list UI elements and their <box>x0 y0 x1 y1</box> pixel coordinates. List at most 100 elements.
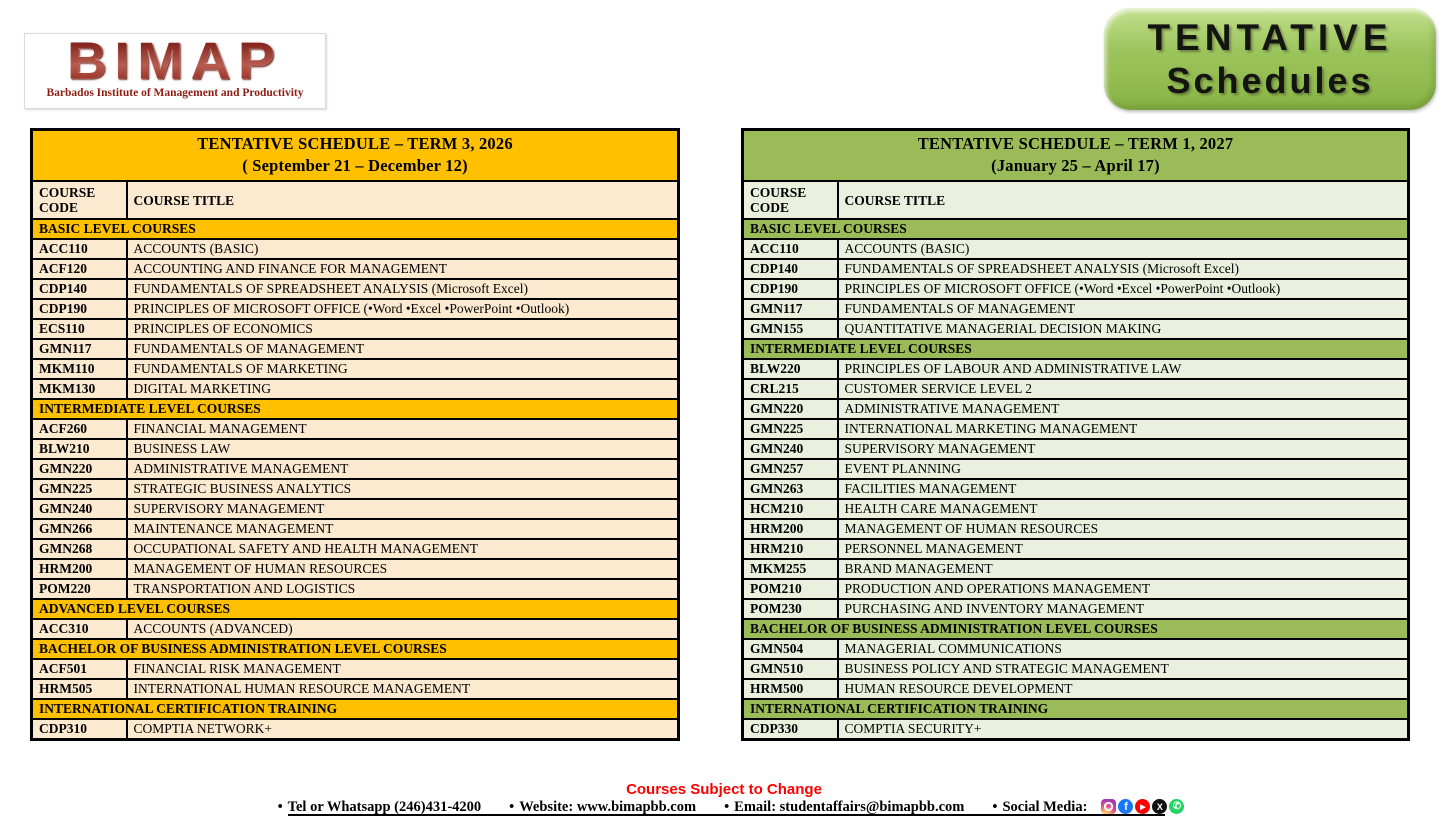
section-header-cell: INTERNATIONAL CERTIFICATION TRAINING <box>741 698 1410 720</box>
course-title-cell: ACCOUNTS (ADVANCED) <box>125 618 680 640</box>
bullet-icon: • <box>277 799 283 815</box>
course-title-cell: HUMAN RESOURCE DEVELOPMENT <box>836 678 1410 700</box>
facebook-icon[interactable]: f <box>1118 799 1134 814</box>
course-row: BLW220 PRINCIPLES OF LABOUR AND ADMINISTR… <box>741 358 1410 380</box>
course-title-cell: ADMINISTRATIVE MANAGEMENT <box>125 458 680 480</box>
course-title-cell: TRANSPORTATION AND LOGISTICS <box>125 578 680 600</box>
section-header-cell: BACHELOR OF BUSINESS ADMINISTRATION LEVE… <box>741 618 1410 640</box>
badge-line-1: TENTATIVE <box>1147 17 1393 58</box>
section-header-cell: BASIC LEVEL COURSES <box>741 218 1410 240</box>
course-code-cell: HRM200 <box>30 558 128 580</box>
course-row: MKM255 BRAND MANAGEMENT <box>741 558 1410 580</box>
section-header-cell: INTERNATIONAL CERTIFICATION TRAINING <box>30 698 680 720</box>
course-title-cell: COMPTIA NETWORK+ <box>125 718 680 741</box>
course-row: GMN266 MAINTENANCE MANAGEMENT <box>30 518 680 540</box>
course-row: CDP330 COMPTIA SECURITY+ <box>741 718 1410 741</box>
course-row: GMN117 FUNDAMENTALS OF MANAGEMENT <box>741 298 1410 320</box>
course-code-cell: HRM505 <box>30 678 128 700</box>
course-code-cell: MKM255 <box>741 558 839 580</box>
course-code-cell: ACF260 <box>30 418 128 440</box>
section-header-row: BASIC LEVEL COURSES <box>741 218 1410 240</box>
course-title-cell: STRATEGIC BUSINESS ANALYTICS <box>125 478 680 500</box>
course-title-header: COURSE TITLE <box>836 180 1410 220</box>
course-row: ACF260 FINANCIAL MANAGEMENT <box>30 418 680 440</box>
section-header-row: BACHELOR OF BUSINESS ADMINISTRATION LEVE… <box>30 638 680 660</box>
schedule-table-term3-2026: TENTATIVE SCHEDULE – TERM 3, 2026 ( Septe… <box>30 128 680 741</box>
table-title-cell: TENTATIVE SCHEDULE – TERM 1, 2027 (Januar… <box>741 128 1410 182</box>
course-code-cell: HCM210 <box>741 498 839 520</box>
course-code-cell: GMN225 <box>741 418 839 440</box>
course-row: ACF501 FINANCIAL RISK MANAGEMENT <box>30 658 680 680</box>
whatsapp-icon[interactable]: ✆ <box>1169 799 1185 814</box>
course-title-cell: FUNDAMENTALS OF SPREADSHEET ANALYSIS (Mi… <box>836 258 1410 280</box>
section-header-cell: INTERMEDIATE LEVEL COURSES <box>741 338 1410 360</box>
course-title-cell: PRINCIPLES OF MICROSOFT OFFICE (•Word •E… <box>836 278 1410 300</box>
section-header-row: INTERNATIONAL CERTIFICATION TRAINING <box>741 698 1410 720</box>
section-header-row: INTERMEDIATE LEVEL COURSES <box>741 338 1410 360</box>
course-title-cell: QUANTITATIVE MANAGERIAL DECISION MAKING <box>836 318 1410 340</box>
table-title-line-1: TENTATIVE SCHEDULE – TERM 1, 2027 <box>917 134 1234 153</box>
course-code-cell: ACC310 <box>30 618 128 640</box>
course-row: GMN268 OCCUPATIONAL SAFETY AND HEALTH MAN… <box>30 538 680 560</box>
course-title-cell: INTERNATIONAL MARKETING MANAGEMENT <box>836 418 1410 440</box>
course-row: GMN220 ADMINISTRATIVE MANAGEMENT <box>30 458 680 480</box>
course-row: GMN257 EVENT PLANNING <box>741 458 1410 480</box>
course-row: HRM200 MANAGEMENT OF HUMAN RESOURCES <box>30 558 680 580</box>
course-code-cell: GMN263 <box>741 478 839 500</box>
course-title-cell: SUPERVISORY MANAGEMENT <box>125 498 680 520</box>
instagram-icon[interactable] <box>1101 799 1117 814</box>
course-code-cell: GMN240 <box>741 438 839 460</box>
course-code-cell: BLW220 <box>741 358 839 380</box>
course-code-header: COURSE CODE <box>30 180 128 220</box>
course-row: ACC310 ACCOUNTS (ADVANCED) <box>30 618 680 640</box>
course-row: CDP190 PRINCIPLES OF MICROSOFT OFFICE (•W… <box>30 298 680 320</box>
course-code-cell: GMN504 <box>741 638 839 660</box>
course-row: ECS110 PRINCIPLES OF ECONOMICS <box>30 318 680 340</box>
course-title-header: COURSE TITLE <box>125 180 680 220</box>
table-title-line-2: ( September 21 – December 12) <box>242 156 468 175</box>
column-header-row: COURSE CODE COURSE TITLE <box>741 180 1410 220</box>
course-code-cell: GMN220 <box>30 458 128 480</box>
course-row: POM230 PURCHASING AND INVENTORY MANAGEMEN… <box>741 598 1410 620</box>
schedule-table: TENTATIVE SCHEDULE – TERM 1, 2027 (Januar… <box>741 128 1410 741</box>
course-row: BLW210 BUSINESS LAW <box>30 438 680 460</box>
course-row: ACF120 ACCOUNTING AND FINANCE FOR MANAGEM… <box>30 258 680 280</box>
course-row: HCM210 HEALTH CARE MANAGEMENT <box>741 498 1410 520</box>
course-title-cell: DIGITAL MARKETING <box>125 378 680 400</box>
course-title-cell: CUSTOMER SERVICE LEVEL 2 <box>836 378 1410 400</box>
section-header-cell: BACHELOR OF BUSINESS ADMINISTRATION LEVE… <box>30 638 680 660</box>
course-code-cell: CDP310 <box>30 718 128 741</box>
bimap-logo-text: BIMAP <box>67 31 283 90</box>
footer-divider <box>288 814 1165 816</box>
bullet-icon: • <box>724 799 730 815</box>
bimap-logo-tagline: Barbados Institute of Management and Pro… <box>46 87 304 99</box>
course-title-cell: BRAND MANAGEMENT <box>836 558 1410 580</box>
section-header-row: BACHELOR OF BUSINESS ADMINISTRATION LEVE… <box>741 618 1410 640</box>
table-title-line-2: (January 25 – April 17) <box>991 156 1160 175</box>
course-code-cell: GMN220 <box>741 398 839 420</box>
course-code-cell: GMN257 <box>741 458 839 480</box>
column-header-row: COURSE CODE COURSE TITLE <box>30 180 680 220</box>
youtube-icon[interactable]: ▶ <box>1135 799 1151 814</box>
course-row: ACC110 ACCOUNTS (BASIC) <box>741 238 1410 260</box>
course-code-cell: GMN240 <box>30 498 128 520</box>
course-code-cell: CDP190 <box>30 298 128 320</box>
course-title-cell: ACCOUNTS (BASIC) <box>836 238 1410 260</box>
course-title-cell: BUSINESS LAW <box>125 438 680 460</box>
course-row: GMN240 SUPERVISORY MANAGEMENT <box>30 498 680 520</box>
course-title-cell: MAINTENANCE MANAGEMENT <box>125 518 680 540</box>
course-code-cell: CRL215 <box>741 378 839 400</box>
course-code-cell: POM230 <box>741 598 839 620</box>
course-code-cell: MKM130 <box>30 378 128 400</box>
x-icon[interactable]: X <box>1152 799 1168 814</box>
course-code-cell: GMN117 <box>741 298 839 320</box>
course-row: MKM110 FUNDAMENTALS OF MARKETING <box>30 358 680 380</box>
course-code-cell: GMN225 <box>30 478 128 500</box>
courses-subject-to-change-notice: Courses Subject to Change <box>626 781 822 798</box>
course-code-header: COURSE CODE <box>741 180 839 220</box>
bimap-logo: BIMAP Barbados Institute of Management a… <box>24 33 326 109</box>
course-row: GMN225 INTERNATIONAL MARKETING MANAGEMENT <box>741 418 1410 440</box>
course-title-cell: SUPERVISORY MANAGEMENT <box>836 438 1410 460</box>
course-row: HRM210 PERSONNEL MANAGEMENT <box>741 538 1410 560</box>
course-code-cell: CDP140 <box>741 258 839 280</box>
